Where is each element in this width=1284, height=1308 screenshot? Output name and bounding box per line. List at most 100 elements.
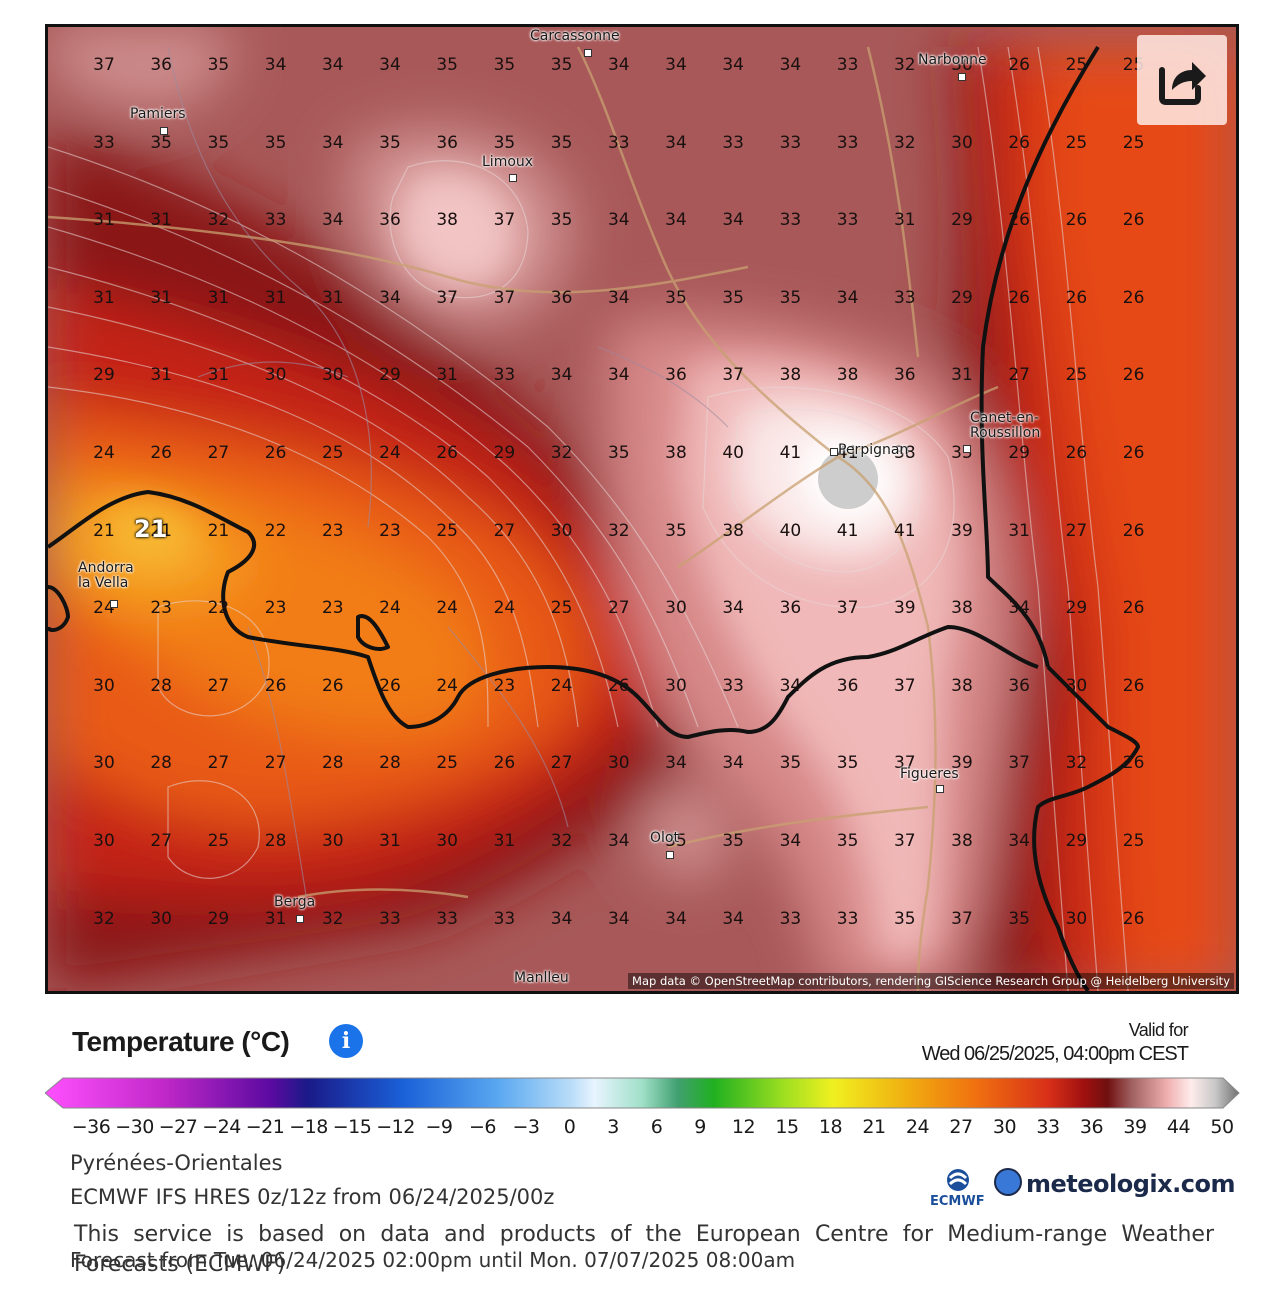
grid-value: 31: [951, 365, 973, 386]
grid-value: 23: [493, 675, 516, 696]
grid-value: 31: [150, 365, 172, 386]
grid-value: 27: [493, 520, 516, 541]
info-icon[interactable]: i: [329, 1024, 363, 1058]
grid-value: 34: [264, 55, 287, 75]
grid-value: 33: [93, 132, 115, 153]
grid-value: 35: [607, 443, 630, 463]
grid-value: 35: [550, 210, 573, 231]
grid-value: 34: [665, 132, 687, 153]
grid-value: 27: [1008, 365, 1030, 386]
grid-value: 33: [779, 210, 802, 231]
grid-value: 30: [93, 831, 115, 851]
grid-value: 39: [951, 520, 973, 541]
grid-value: 26: [1065, 287, 1088, 308]
meteologix-brand[interactable]: meteologix.com: [994, 1168, 1235, 1198]
city-marker: [584, 49, 592, 57]
grid-value: 34: [607, 365, 630, 386]
grid-value: 25: [436, 753, 458, 774]
grid-value: 36: [150, 55, 172, 75]
grid-value: 33: [836, 132, 859, 153]
grid-value: 36: [1008, 675, 1030, 696]
grid-value: 34: [379, 287, 401, 308]
brand-text: meteologix.com: [1026, 1170, 1235, 1198]
city-marker: [509, 174, 517, 182]
scale-tick-label: −30: [115, 1116, 154, 1138]
grid-value: 31: [150, 287, 172, 308]
grid-value: 36: [436, 132, 458, 153]
grid-value: 25: [321, 443, 344, 463]
grid-value: 28: [264, 831, 287, 851]
grid-value: 27: [207, 753, 230, 774]
grid-value: 30: [607, 753, 630, 774]
grid-value: 35: [207, 55, 230, 75]
grid-value: 25: [1065, 55, 1088, 75]
grid-value: 34: [550, 365, 573, 386]
grid-value: 31: [207, 287, 230, 308]
grid-value: 30: [264, 365, 287, 386]
scale-tick-label: −9: [425, 1116, 453, 1138]
grid-value: 38: [436, 210, 458, 231]
scale-tick-label: −24: [202, 1116, 241, 1138]
meteologix-globe-icon: [994, 1168, 1022, 1196]
grid-value: 24: [436, 675, 458, 696]
grid-value: 34: [550, 908, 573, 929]
grid-value: 29: [1065, 831, 1088, 851]
grid-value: 36: [665, 365, 687, 386]
city-marker: [963, 445, 971, 453]
grid-value: 32: [321, 908, 344, 929]
grid-value: 33: [836, 908, 859, 929]
grid-value: 34: [779, 831, 802, 851]
grid-value: 30: [550, 520, 573, 541]
grid-value: 38: [779, 365, 802, 386]
grid-value: 23: [321, 598, 344, 619]
grid-value: 30: [150, 908, 172, 929]
grid-value: 33: [893, 287, 916, 308]
grid-value: 24: [93, 443, 115, 463]
grid-value: 34: [665, 753, 687, 774]
scale-tick-label: 39: [1123, 1116, 1147, 1138]
grid-value: 32: [893, 55, 916, 75]
grid-value: 21: [93, 520, 115, 541]
grid-value: 30: [93, 753, 115, 774]
grid-value: 29: [493, 443, 516, 463]
grid-value: 38: [722, 520, 744, 541]
grid-value: 33: [493, 365, 516, 386]
share-button[interactable]: [1137, 35, 1227, 125]
grid-value: 34: [607, 831, 630, 851]
grid-value: 37: [951, 908, 973, 929]
grid-value: 35: [150, 132, 172, 153]
grid-value: 31: [264, 908, 287, 929]
valid-time: Wed 06/25/2025, 04:00pm CEST: [921, 1043, 1189, 1065]
scale-tick-label: 50: [1210, 1116, 1234, 1138]
grid-value: 35: [550, 132, 573, 153]
grid-value: 29: [1008, 443, 1030, 463]
city-label: Berga: [274, 894, 316, 910]
city-label: Perpignan: [838, 442, 909, 458]
grid-value: 24: [379, 443, 401, 463]
grid-value: 29: [379, 365, 401, 386]
model-run: ECMWF IFS HRES 0z/12z from 06/24/2025/00…: [70, 1185, 555, 1209]
grid-value: 37: [836, 598, 859, 619]
highlight-min-label: 21: [134, 515, 168, 543]
scale-tick-label: −36: [71, 1116, 111, 1138]
grid-value: 29: [951, 287, 973, 308]
grid-value: 34: [607, 55, 630, 75]
grid-value: 37: [493, 210, 516, 231]
grid-value: 24: [550, 675, 573, 696]
grid-value: 31: [436, 365, 458, 386]
grid-value: 37: [93, 55, 115, 75]
grid-value: 23: [321, 520, 344, 541]
temperature-map[interactable]: 37 36 35 34 34 34 35 35 35 34 34 34 34 33 32 30 26 25 25 33…: [45, 24, 1239, 994]
grid-value: 38: [951, 598, 973, 619]
grid-value: 21: [207, 520, 230, 541]
grid-value: 35: [207, 132, 230, 153]
grid-value: 30: [1065, 675, 1088, 696]
grid-value: 35: [550, 55, 573, 75]
grid-value: 30: [951, 55, 973, 75]
grid-value: 35: [379, 132, 401, 153]
grid-value: 33: [493, 908, 516, 929]
grid-value: 37: [436, 287, 458, 308]
ecmwf-logo[interactable]: ECMWF: [928, 1166, 988, 1210]
grid-value: 27: [264, 753, 287, 774]
grid-value: 36: [550, 287, 573, 308]
